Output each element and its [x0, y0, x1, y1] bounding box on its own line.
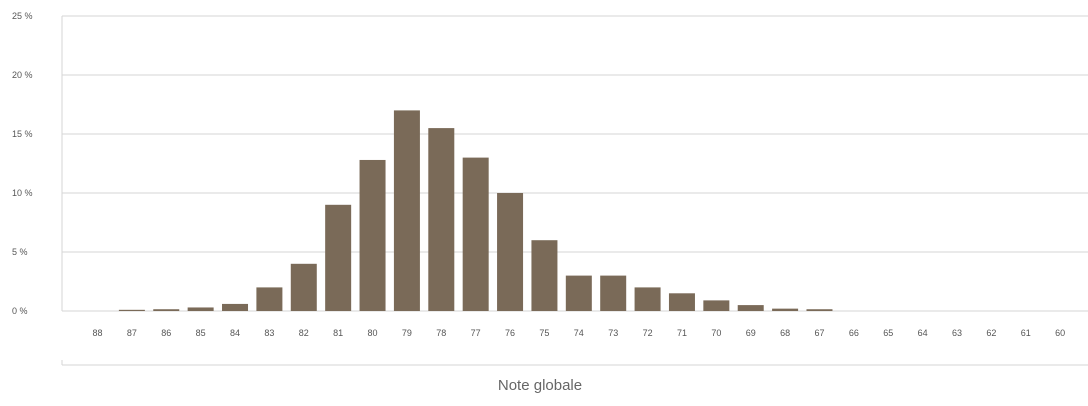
- x-tick-label-83: 83: [264, 328, 274, 338]
- x-tick-label-65: 65: [883, 328, 893, 338]
- x-tick-label-61: 61: [1021, 328, 1031, 338]
- y-tick-label: 15 %: [12, 129, 33, 139]
- bar-70: [703, 300, 730, 311]
- x-tick-label-70: 70: [711, 328, 721, 338]
- y-axis-tick-labels: 0 % 5 % 10 % 15 % 20 % 25 %: [12, 11, 33, 316]
- bar-74: [565, 275, 592, 311]
- x-tick-label-88: 88: [92, 328, 102, 338]
- bar-84: [222, 303, 249, 311]
- x-tick-label-71: 71: [677, 328, 687, 338]
- x-tick-label-86: 86: [161, 328, 171, 338]
- x-tick-label-64: 64: [918, 328, 928, 338]
- bar-85: [187, 307, 214, 311]
- x-tick-label-80: 80: [368, 328, 378, 338]
- bar-78: [428, 128, 455, 311]
- bar-82: [290, 263, 317, 311]
- bar-86: [153, 309, 180, 311]
- y-tick-label: 20 %: [12, 70, 33, 80]
- x-tick-label-84: 84: [230, 328, 240, 338]
- bar-72: [634, 287, 661, 311]
- x-axis-label: Note globale: [498, 377, 582, 394]
- y-tick-label: 0 %: [12, 306, 28, 316]
- x-tick-label-66: 66: [849, 328, 859, 338]
- y-tick-label: 25 %: [12, 11, 33, 21]
- x-tick-label-76: 76: [505, 328, 515, 338]
- x-tick-label-69: 69: [746, 328, 756, 338]
- bar-87: [118, 309, 145, 311]
- x-tick-label-68: 68: [780, 328, 790, 338]
- x-tick-label-87: 87: [127, 328, 137, 338]
- bar-83: [256, 287, 283, 311]
- bar-77: [462, 157, 489, 311]
- x-tick-label-75: 75: [539, 328, 549, 338]
- x-tick-label-62: 62: [986, 328, 996, 338]
- bar-71: [668, 293, 695, 311]
- x-tick-label-78: 78: [436, 328, 446, 338]
- bar-68: [772, 308, 799, 311]
- y-tick-label: 10 %: [12, 188, 33, 198]
- x-tick-label-63: 63: [952, 328, 962, 338]
- bar-67: [806, 309, 833, 311]
- x-tick-label-82: 82: [299, 328, 309, 338]
- x-tick-label-72: 72: [643, 328, 653, 338]
- x-tick-label-85: 85: [196, 328, 206, 338]
- x-tick-label-74: 74: [574, 328, 584, 338]
- x-tick-label-81: 81: [333, 328, 343, 338]
- x-tick-label-73: 73: [608, 328, 618, 338]
- x-axis-tick-labels: 88 87 86 85 84 83 82 81 80 79 78 77 76 75 74 73 72 71 70 69…: [92, 328, 1065, 338]
- x-tick-label-60: 60: [1055, 328, 1065, 338]
- bar-81: [325, 204, 352, 311]
- grid-layer: [61, 15, 1088, 312]
- x-tick-label-77: 77: [471, 328, 481, 338]
- bars: [118, 110, 833, 312]
- y-tick-label: 5 %: [12, 247, 28, 257]
- bar-80: [359, 159, 386, 311]
- bar-79: [393, 110, 420, 312]
- bar-69: [737, 305, 764, 311]
- bar-73: [600, 275, 627, 311]
- x-tick-label-79: 79: [402, 328, 412, 338]
- bar-75: [531, 240, 558, 311]
- bar-76: [497, 193, 524, 311]
- x-tick-label-67: 67: [814, 328, 824, 338]
